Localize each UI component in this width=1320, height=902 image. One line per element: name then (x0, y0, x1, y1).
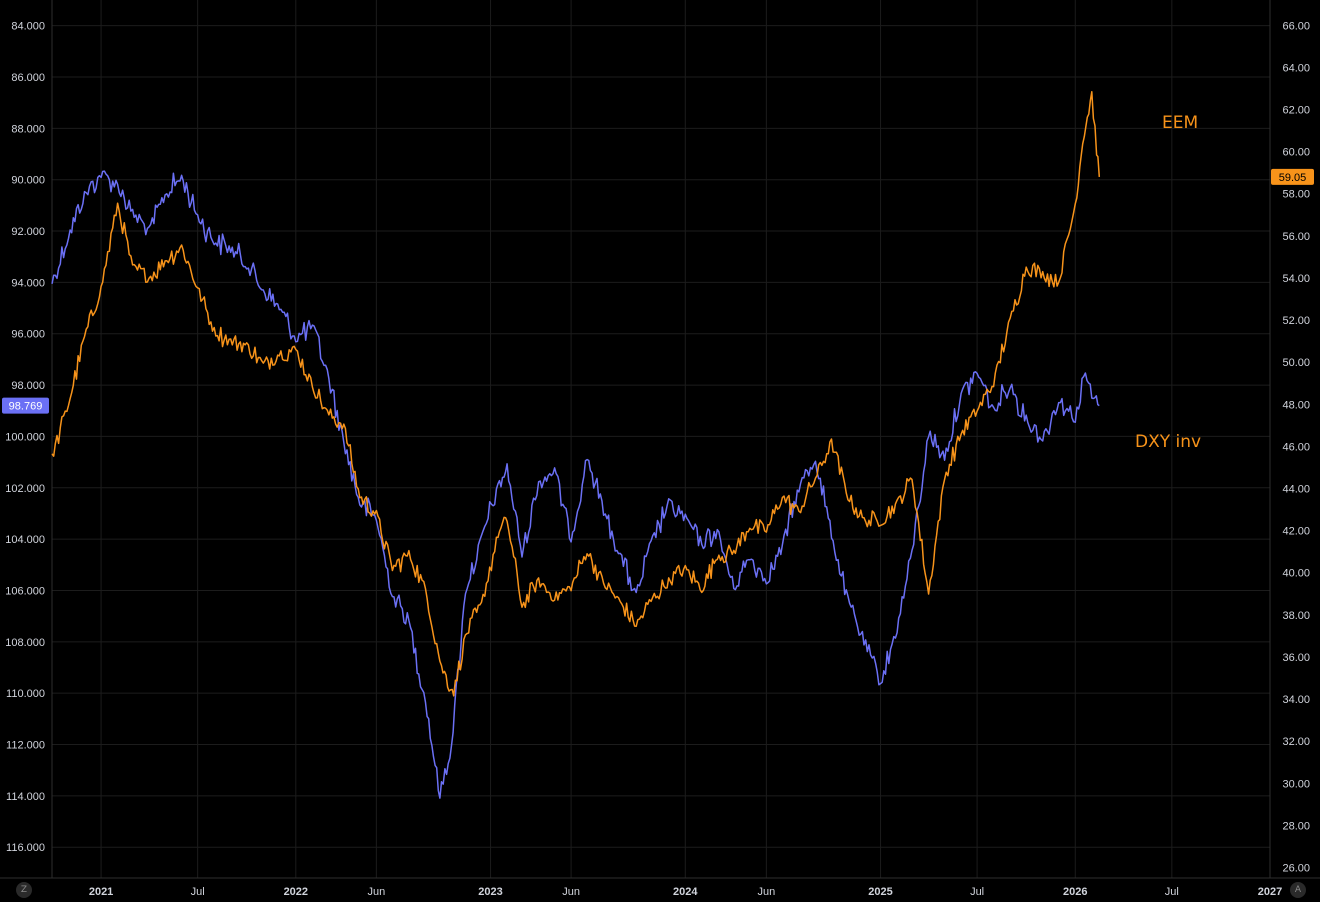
left-tick-label: 110.000 (6, 688, 45, 700)
left-tick-label: 86.000 (11, 72, 45, 84)
right-tick-label: 42.00 (1282, 526, 1310, 538)
left-tick-label: 104.000 (5, 534, 45, 546)
right-tick-label: 46.00 (1282, 441, 1310, 453)
grid-lines (52, 0, 1271, 878)
series-line-eem[interactable] (51, 90, 1101, 697)
right-tick-label: 40.00 (1282, 568, 1310, 580)
left-tick-label: 116.000 (6, 842, 45, 854)
x-tick-label: Jun (367, 886, 385, 898)
left-tick-label: 88.000 (11, 123, 45, 135)
left-tick-label: 90.000 (11, 175, 45, 187)
series-layer (51, 90, 1101, 799)
annotation-label: DXY inv (1135, 432, 1201, 452)
x-tick-label: 2026 (1063, 886, 1087, 898)
right-tick-label: 64.00 (1282, 62, 1310, 74)
left-tick-label: 94.000 (11, 277, 45, 289)
annotation-label: EEM (1162, 113, 1198, 133)
right-tick-label: 38.00 (1282, 610, 1310, 622)
x-tick-label: 2025 (868, 886, 892, 898)
left-tick-label: 100.000 (5, 431, 45, 443)
right-tick-label: 56.00 (1282, 231, 1310, 243)
right-tick-label: 66.00 (1282, 20, 1310, 32)
right-tick-label: 32.00 (1282, 736, 1310, 748)
x-tick-label: Jun (757, 886, 775, 898)
right-tick-label: 26.00 (1282, 862, 1310, 874)
right-tick-label: 60.00 (1282, 147, 1310, 159)
right-tick-label: 48.00 (1282, 399, 1310, 411)
right-tick-label: 28.00 (1282, 820, 1310, 832)
right-tick-label: 34.00 (1282, 694, 1310, 706)
auto-scale-right-button[interactable]: A (1290, 882, 1306, 898)
auto-scale-left-button[interactable]: Z (16, 882, 32, 898)
x-tick-label: Jun (562, 886, 580, 898)
right-tick-label: 44.00 (1282, 483, 1310, 495)
right-tick-label: 62.00 (1282, 104, 1310, 116)
x-tick-label: 2024 (673, 886, 698, 898)
x-tick-label: Jul (191, 886, 205, 898)
right-tick-label: 58.00 (1282, 189, 1310, 201)
series-line-dxy-inv[interactable] (51, 170, 1100, 799)
right-last-value-text: 59.05 (1279, 172, 1307, 184)
left-tick-label: 92.000 (11, 226, 45, 238)
left-tick-label: 96.000 (11, 329, 45, 341)
right-tick-label: 52.00 (1282, 315, 1310, 327)
left-tick-label: 102.000 (5, 483, 45, 495)
right-axis[interactable]: 66.00 64.00 62.00 60.00 58.00 56.00 54.00 52.00… (1282, 20, 1310, 874)
x-tick-label: 2023 (478, 886, 502, 898)
right-tick-label: 50.00 (1282, 357, 1310, 369)
x-tick-label: Jul (1165, 886, 1179, 898)
x-tick-label: Jul (970, 886, 984, 898)
left-last-value-badge (2, 397, 49, 414)
right-tick-label: 36.00 (1282, 652, 1310, 664)
left-axis[interactable]: 84.000 86.000 88.000 90.000 92.000 94.000 96.0… (5, 21, 45, 855)
x-tick-label: 2022 (284, 886, 308, 898)
annotations: EEM DXY inv (1135, 113, 1201, 452)
axis-lines (0, 0, 1320, 879)
right-last-value-badge (1271, 168, 1314, 185)
left-tick-label: 106.000 (5, 585, 45, 597)
x-tick-label: 2027 (1258, 886, 1282, 898)
left-tick-label: 108.000 (5, 637, 45, 649)
left-tick-label: 98.000 (11, 380, 45, 392)
left-tick-label: 114.000 (6, 791, 45, 803)
time-axis[interactable]: 2021 Jul 2022 Jun 2023 Jun 2024 Jun 2025 Jul 2026 J… (89, 886, 1282, 898)
left-tick-label: 112.000 (6, 740, 45, 752)
last-value-badges: 98.769 59.05 (2, 168, 1314, 414)
x-tick-label: 2021 (89, 886, 113, 898)
right-tick-label: 54.00 (1282, 273, 1310, 285)
left-last-value-text: 98.769 (9, 401, 43, 413)
plot-area[interactable] (52, 0, 1270, 878)
right-tick-label: 30.00 (1282, 778, 1310, 790)
left-tick-label: 84.000 (11, 21, 45, 33)
